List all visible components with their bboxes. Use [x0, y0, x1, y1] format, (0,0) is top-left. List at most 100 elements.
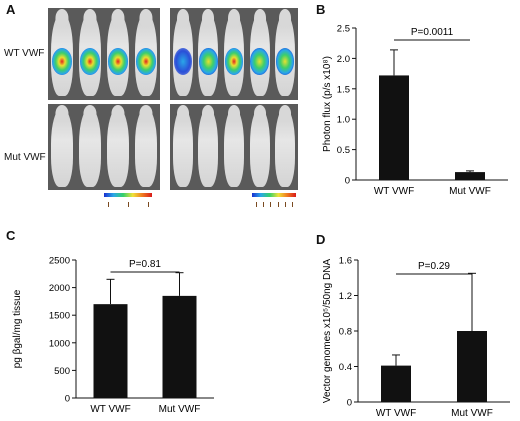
mouse-right-0-4	[275, 8, 296, 97]
luminescence-signal	[51, 48, 73, 75]
x-tick-label: Mut VWF	[449, 186, 491, 197]
y-axis-label: Vector genomes x10⁵/50ng DNA	[322, 259, 333, 404]
colorbar-tick	[263, 202, 265, 207]
chart-b: 0 0.5 1.0 1.5 2.0 2.5 Photon flux (p/s x10⁸) WT…	[322, 24, 508, 197]
mouse-left-1-3	[135, 104, 157, 187]
chart-d: 0 0.4 0.8 1.2 1.6 Vector genomes x10⁵/50ng DN…	[322, 256, 510, 419]
colorbar-tick	[256, 202, 257, 207]
colorbar-tick	[284, 202, 286, 207]
y-tick-label: 1.2	[339, 291, 352, 302]
mouse-head	[111, 104, 125, 122]
x-tick-label: WT VWF	[376, 408, 416, 419]
y-tick-label: 1.5	[337, 84, 350, 95]
bar-mut-vwf	[457, 331, 487, 402]
mouse-head	[83, 104, 97, 122]
bar-mut-vwf	[455, 172, 485, 180]
y-tick-label: 500	[54, 366, 70, 377]
y-tick-label: 2.5	[337, 24, 350, 35]
y-tick-label: 1.0	[337, 115, 350, 126]
luminescence-signal	[224, 48, 244, 75]
bar-wt-vwf	[379, 75, 409, 180]
colorbar-tick	[128, 202, 129, 207]
y-tick-label: 0.8	[339, 327, 352, 338]
mouse-left-0-3	[135, 8, 157, 97]
panel-letter-a: A	[6, 2, 16, 17]
mouse-head	[139, 8, 153, 27]
mouse-head	[279, 104, 292, 122]
photo-wt-left	[48, 8, 160, 100]
panel-letter-c: C	[6, 228, 16, 243]
mouse-left-1-0	[51, 104, 73, 187]
mouse-head	[176, 104, 189, 122]
luminescence-signal	[79, 48, 101, 75]
colorbar-tick	[108, 202, 109, 207]
x-tick-label: Mut VWF	[451, 408, 493, 419]
y-tick-label: 0	[347, 398, 352, 409]
colorbar-tick	[277, 202, 279, 207]
mouse-head	[55, 104, 69, 122]
panel-letter-b: B	[316, 2, 326, 17]
y-tick-label: 0.5	[337, 145, 350, 156]
y-tick-label: 0	[345, 176, 350, 187]
mouse-head	[253, 104, 266, 122]
mouse-left-0-1	[79, 8, 101, 97]
luminescence-signal	[199, 48, 218, 75]
y-tick-label: 1.6	[339, 256, 352, 267]
y-axis-label: pg βgal/mg tissue	[12, 289, 23, 368]
x-tick-label: WT VWF	[90, 404, 130, 415]
mouse-head	[139, 104, 153, 122]
colorbar-left	[104, 193, 152, 197]
x-tick-label: WT VWF	[374, 186, 414, 197]
p-value-label: P=0.81	[129, 259, 161, 270]
mouse-head	[176, 8, 189, 27]
mouse-left-1-2	[107, 104, 129, 187]
mouse-right-1-2	[224, 104, 244, 187]
mouse-right-0-2	[224, 8, 244, 97]
mouse-right-1-1	[198, 104, 219, 187]
y-tick-label: 2.0	[337, 54, 350, 65]
bar-mut-vwf	[162, 295, 197, 398]
mouse-head	[228, 104, 240, 122]
colorbar-tick	[270, 202, 272, 207]
mouse-head	[55, 8, 69, 27]
mouse-head	[202, 8, 215, 27]
p-value-label: P=0.0011	[411, 27, 454, 38]
luminescence-signal	[135, 48, 157, 75]
mouse-head	[202, 104, 215, 122]
photo-mut-left	[48, 104, 160, 190]
luminescence-signal	[250, 48, 269, 75]
mouse-left-0-0	[51, 8, 73, 97]
luminescence-signal	[276, 48, 295, 75]
row-label-mut: Mut VWF	[4, 152, 46, 163]
p-value-label: P=0.29	[418, 261, 450, 272]
bar-wt-vwf	[381, 365, 411, 402]
mouse-head	[279, 8, 292, 27]
mouse-right-1-0	[172, 104, 193, 187]
y-tick-label: 0.4	[339, 362, 352, 373]
y-tick-label: 2000	[49, 283, 70, 294]
row-label-wt: WT VWF	[4, 48, 45, 59]
mouse-right-0-3	[249, 8, 270, 97]
panel-letter-d: D	[316, 232, 326, 247]
y-tick-label: 1000	[49, 338, 70, 349]
x-tick-label: Mut VWF	[159, 404, 201, 415]
colorbar-right	[252, 193, 296, 197]
mouse-head	[228, 8, 240, 27]
mouse-right-0-1	[198, 8, 219, 97]
photo-wt-right	[170, 8, 298, 100]
y-tick-label: 1500	[49, 311, 70, 322]
mouse-right-1-4	[275, 104, 296, 187]
luminescence-signal	[173, 48, 192, 75]
colorbar-tick	[292, 202, 293, 207]
y-tick-label: 0	[65, 394, 70, 405]
photo-mut-right	[170, 104, 298, 190]
mouse-left-0-2	[107, 8, 129, 97]
bar-wt-vwf	[93, 304, 128, 398]
mouse-left-1-1	[79, 104, 101, 187]
luminescence-signal	[107, 48, 129, 75]
y-tick-label: 2500	[49, 256, 70, 267]
mouse-head	[111, 8, 125, 27]
mouse-right-1-3	[249, 104, 270, 187]
y-axis-label: Photon flux (p/s x10⁸)	[322, 56, 333, 152]
mouse-head	[83, 8, 97, 27]
